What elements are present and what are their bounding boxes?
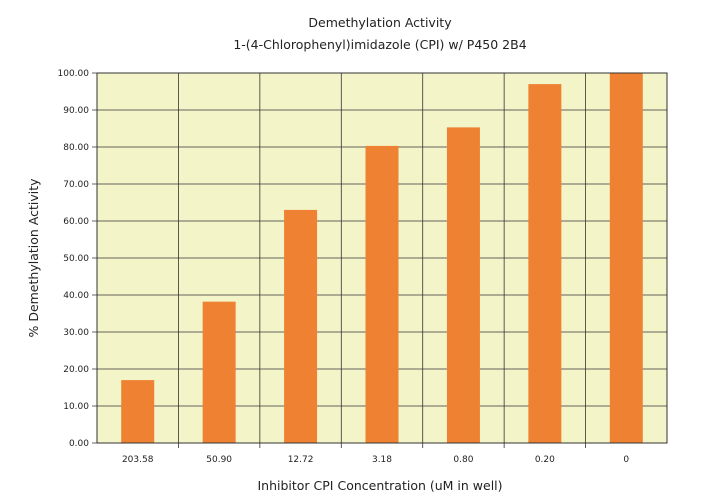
x-tick-label: 50.90 <box>206 455 232 465</box>
bar <box>609 73 643 443</box>
x-tick-labels: 203.58 50.90 12.72 3.18 0.80 0.20 0 <box>122 455 629 465</box>
x-tick-label: 203.58 <box>122 455 154 465</box>
bar <box>202 301 236 443</box>
x-tick-label: 12.72 <box>288 455 314 465</box>
x-tick-label: 0.20 <box>535 455 555 465</box>
y-tick-label: 70.00 <box>63 180 89 190</box>
y-tick-label: 100.00 <box>58 69 90 79</box>
y-tick-label: 20.00 <box>63 365 89 375</box>
bar <box>284 209 318 443</box>
bar <box>121 380 155 443</box>
chart-subtitle: 1-(4-Chlorophenyl)imidazole (CPI) w/ P45… <box>233 37 526 52</box>
y-tick-label: 0.00 <box>69 439 89 449</box>
bar <box>365 145 399 443</box>
y-tick-label: 90.00 <box>63 106 89 116</box>
bar <box>446 127 480 443</box>
chart-title: Demethylation Activity <box>308 15 452 30</box>
bars <box>121 73 643 443</box>
bar <box>528 84 562 443</box>
y-tick-label: 30.00 <box>63 328 89 338</box>
x-tick-label: 0.80 <box>453 455 473 465</box>
y-tick-labels: 0.00 10.00 20.00 30.00 40.00 50.00 60.00 70.00 8… <box>58 69 90 449</box>
x-tick-label: 0 <box>623 455 629 465</box>
y-tick-label: 10.00 <box>63 402 89 412</box>
x-axis-label: Inhibitor CPI Concentration (uM in well) <box>257 478 502 493</box>
y-axis-label: % Demethylation Activity <box>26 178 41 338</box>
y-tick-label: 40.00 <box>63 291 89 301</box>
plot-border <box>96 72 668 444</box>
x-tick-label: 3.18 <box>372 455 392 465</box>
y-tick-label: 60.00 <box>63 217 89 227</box>
y-tick-label: 50.00 <box>63 254 89 264</box>
y-tick-label: 80.00 <box>63 143 89 153</box>
